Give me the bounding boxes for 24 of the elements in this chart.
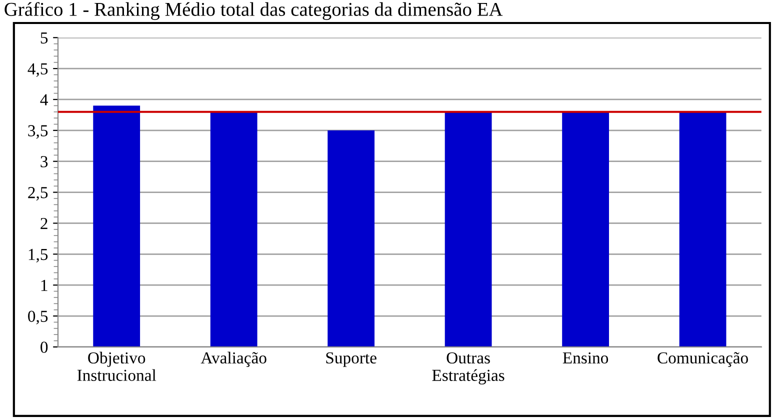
y-tick-label: 1 (41, 280, 48, 291)
y-tick-label: 4 (40, 94, 48, 106)
bar (562, 112, 609, 347)
y-tick-label: 0 (40, 342, 48, 353)
bar (328, 130, 375, 347)
x-tick-label: Comunicação (658, 352, 748, 367)
x-tick-label: Ensino (562, 352, 608, 364)
x-tick-label: Suporte (326, 352, 376, 367)
bar (444, 112, 492, 347)
bar (679, 112, 726, 347)
bar (210, 112, 258, 347)
y-tick-label: 3,5 (28, 125, 48, 139)
x-tick-label: Outras Estratégias (432, 352, 504, 384)
bar (93, 106, 140, 347)
y-tick-label: 4,5 (28, 63, 48, 77)
y-tick-label: 5 (40, 32, 48, 44)
y-tick-label: 2 (40, 218, 48, 229)
chart-title: Gráfico 1 - Ranking Médio total das categorias da dimensão EA (4, 2, 503, 20)
x-tick-label: Avaliação (200, 352, 266, 367)
x-tick-label: Objetivo Instrucional (77, 352, 156, 381)
y-tick-label: 2,5 (28, 187, 48, 201)
y-tick-label: 3 (40, 156, 48, 168)
y-tick-label: 0,5 (28, 310, 48, 324)
y-tick-label: 1,5 (28, 248, 48, 262)
